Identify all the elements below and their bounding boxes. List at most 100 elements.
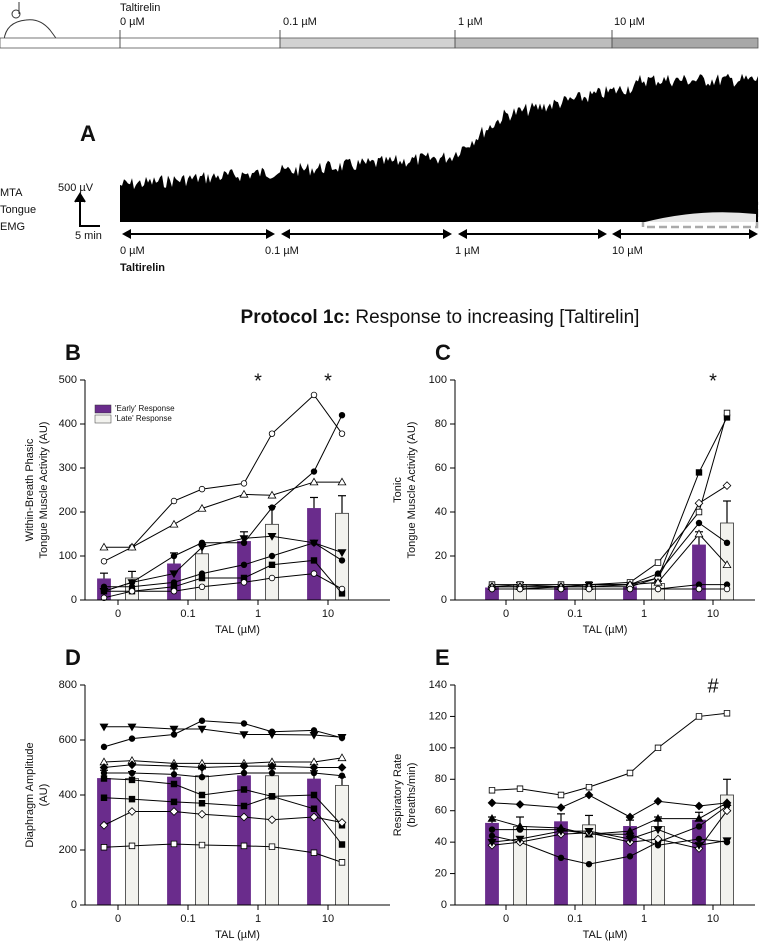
y-tick-label: 120: [429, 710, 447, 722]
animal-point: [198, 800, 206, 807]
animal-point: [723, 539, 731, 546]
scale-y-label: 500 µV: [58, 182, 94, 194]
annotation: *: [324, 370, 332, 392]
animal-point: [100, 775, 108, 782]
scale-x-label: 5 min: [75, 230, 102, 242]
y-tick-label: 300: [59, 462, 77, 474]
y-axis-label: Respiratory Rate: [392, 754, 404, 837]
animal-point: [694, 529, 704, 538]
animal-point: [310, 727, 318, 734]
animal-point: [239, 731, 249, 740]
animal-point: [310, 539, 318, 546]
animal-point: [625, 835, 635, 844]
animal-point: [309, 477, 319, 486]
x-tick-label: 0.1: [180, 913, 195, 925]
animal-point: [488, 832, 496, 839]
tonic-inset: [645, 212, 756, 222]
animal-point: [723, 409, 731, 417]
animal-point: [310, 849, 318, 856]
animal-point: [99, 820, 109, 830]
y-tick-label: 100: [429, 742, 447, 754]
x-axis-label: TAL (µM): [583, 929, 628, 941]
bar: [237, 775, 251, 906]
y-tick-label: 40: [435, 836, 447, 848]
animal-point: [128, 735, 136, 742]
animal-point: [654, 585, 662, 593]
animal-line: [103, 414, 343, 592]
animal-point: [170, 840, 178, 848]
animal-point: [310, 791, 318, 799]
x-tick-label: 1: [641, 608, 647, 620]
panel-label: E: [435, 645, 450, 670]
animal-point: [197, 809, 207, 819]
animal-line: [491, 829, 728, 846]
animal-point: [722, 837, 732, 846]
animal-point: [170, 588, 178, 595]
y-tick-label: 80: [435, 418, 447, 430]
animal-point: [722, 806, 732, 816]
animal-point: [585, 861, 593, 868]
animal-point: [338, 734, 346, 741]
animal-point: [338, 772, 346, 779]
y-tick-label: 0: [71, 594, 77, 606]
animal-point: [268, 793, 276, 800]
dose-label: 10 µM: [612, 245, 643, 257]
animal-point: [557, 854, 565, 861]
animal-point: [584, 827, 594, 836]
panel-label: A: [80, 121, 96, 146]
animal-line: [104, 542, 343, 588]
animal-point: [100, 588, 108, 595]
animal-point: [267, 533, 277, 541]
y-tick-label: 20: [435, 867, 447, 879]
animal-point: [169, 570, 179, 579]
animal-point: [240, 802, 248, 810]
y-axis-label: (breaths/min): [406, 763, 418, 828]
animal-point: [100, 794, 108, 801]
y-tick-label: 0: [71, 899, 77, 911]
x-tick-label: 10: [322, 913, 334, 925]
y-tick-label: 500: [59, 374, 77, 386]
y-axis-label: Tongue Muscle Activity (AU): [406, 422, 418, 559]
animal-point: [694, 813, 704, 822]
animal-point: [100, 844, 108, 851]
animal-point: [310, 570, 318, 577]
animal-point: [515, 800, 525, 809]
animal-point: [516, 826, 524, 833]
animal-point: [127, 807, 137, 816]
x-tick-label: 0.1: [567, 608, 582, 620]
animal-point: [516, 785, 524, 792]
animal-line: [104, 481, 342, 548]
legend-label: 'Early' Response: [115, 404, 175, 413]
animal-line: [103, 843, 343, 863]
timeline: [0, 37, 759, 49]
legend-swatch: [94, 404, 112, 414]
animal-point: [695, 835, 703, 843]
animal-point: [169, 725, 179, 734]
animal-point: [723, 585, 731, 593]
animal-point: [197, 503, 207, 512]
animal-point: [198, 485, 206, 493]
animal-point: [240, 561, 248, 568]
y-tick-label: 100: [429, 374, 447, 386]
y-tick-label: 200: [59, 506, 77, 518]
legend-swatch: [94, 414, 112, 424]
animal-point: [487, 798, 497, 808]
dose-label: 10 µM: [614, 16, 645, 28]
animal-line: [103, 720, 343, 748]
animal-point: [653, 826, 663, 835]
x-axis-label: TAL (µM): [215, 624, 260, 636]
animal-point: [487, 838, 497, 847]
animal-point: [695, 713, 703, 720]
x-tick-label: 1: [255, 608, 261, 620]
y-tick-label: 400: [59, 789, 77, 801]
animal-point: [654, 570, 662, 577]
scale-bar: [74, 192, 100, 227]
y-tick-label: 60: [435, 805, 447, 817]
dose-label: 0.1 µM: [283, 16, 317, 28]
animal-point: [170, 780, 178, 788]
animal-point: [99, 542, 109, 551]
animal-line: [491, 802, 728, 835]
y-tick-label: 40: [435, 506, 447, 518]
animal-point: [585, 783, 593, 791]
